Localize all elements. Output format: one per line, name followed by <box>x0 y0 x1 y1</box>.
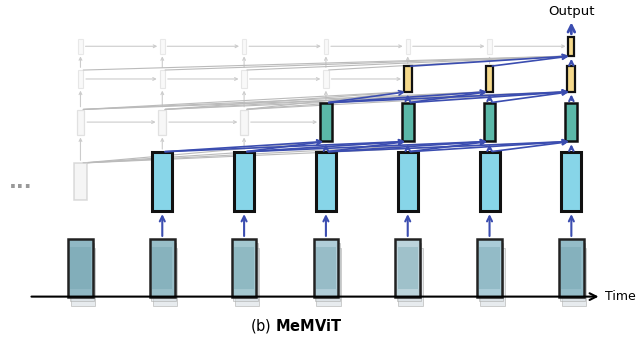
Bar <box>71 248 95 306</box>
Bar <box>568 66 575 92</box>
Text: (b) $\mathbf{MeMViT}$: (b) $\mathbf{MeMViT}$ <box>250 317 343 335</box>
Bar <box>561 152 581 211</box>
Bar <box>77 109 84 135</box>
Bar <box>159 70 165 88</box>
Bar <box>561 243 585 301</box>
Bar <box>315 243 340 301</box>
Bar <box>234 152 254 211</box>
Bar <box>559 239 584 297</box>
Bar <box>160 39 164 54</box>
Bar <box>397 243 421 301</box>
Bar <box>314 239 338 297</box>
Bar <box>479 247 500 289</box>
Bar <box>566 103 577 142</box>
Bar <box>406 39 410 54</box>
Bar <box>233 243 258 301</box>
Text: Time: Time <box>605 290 636 303</box>
Text: Output: Output <box>548 5 595 18</box>
Bar <box>242 39 246 54</box>
Bar <box>70 243 94 301</box>
Bar <box>479 243 503 301</box>
Bar <box>397 152 418 211</box>
Bar <box>234 248 259 306</box>
Bar <box>316 152 336 211</box>
Bar <box>487 39 492 54</box>
Bar <box>477 239 502 297</box>
Bar <box>152 247 172 289</box>
Bar <box>70 247 90 289</box>
Bar <box>150 239 175 297</box>
Bar <box>78 39 83 54</box>
Bar <box>402 103 413 142</box>
Bar <box>152 243 176 301</box>
Bar <box>398 248 423 306</box>
Bar <box>324 39 328 54</box>
Bar <box>153 248 177 306</box>
Bar <box>78 70 83 88</box>
Bar <box>562 248 586 306</box>
Bar <box>396 239 420 297</box>
Bar <box>568 37 574 56</box>
Bar <box>316 247 336 289</box>
Bar <box>152 152 172 211</box>
Bar <box>159 109 166 135</box>
Bar <box>240 109 248 135</box>
Bar <box>404 66 412 92</box>
Bar <box>241 70 247 88</box>
Bar <box>561 247 581 289</box>
Bar <box>484 103 495 142</box>
Text: ...: ... <box>9 172 32 192</box>
Bar <box>397 247 418 289</box>
Bar <box>68 239 93 297</box>
Bar <box>320 103 332 142</box>
Bar <box>323 70 328 88</box>
Bar <box>479 152 500 211</box>
Bar <box>316 248 341 306</box>
Bar <box>480 248 504 306</box>
Bar <box>486 66 493 92</box>
Bar <box>232 239 257 297</box>
Bar <box>74 163 86 200</box>
Bar <box>234 247 254 289</box>
